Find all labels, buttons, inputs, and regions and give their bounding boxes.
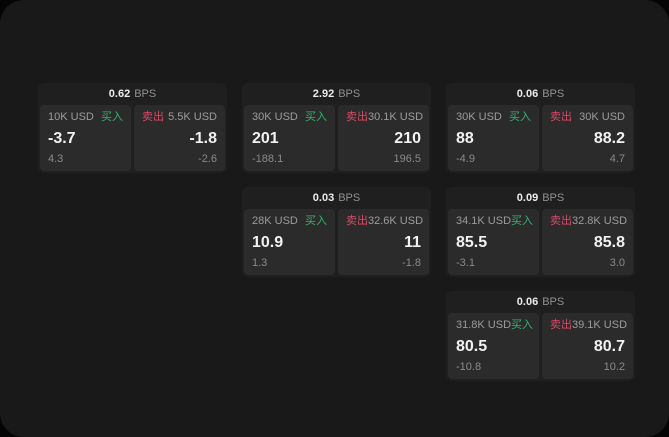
card-header: 0.06 BPS (446, 83, 635, 105)
sell-price: 80.7 (593, 337, 625, 355)
sell-sub-value: -2.6 (198, 153, 217, 165)
sell-panel[interactable]: 卖出 5.5K USD -1.8 -2.6 (134, 105, 225, 171)
sell-sub-value: 10.2 (603, 361, 625, 373)
sell-label: 卖出 (550, 215, 572, 227)
buy-sub-value: -10.8 (456, 361, 482, 373)
buy-sub-value: 4.3 (48, 153, 64, 165)
sell-sub-value: 196.5 (393, 153, 421, 165)
quote-panels: 10K USD 买入 -3.7 4.3 卖出 5.5K USD -1.8 -2.… (38, 105, 227, 173)
quote-panels: 30K USD 买入 88 -4.9 卖出 30K USD 88.2 4.7 (446, 105, 635, 173)
sell-label: 卖出 (142, 111, 164, 123)
buy-price: 85.5 (456, 233, 488, 251)
quote-card: 0.03 BPS 28K USD 买入 10.9 1.3 卖出 32.6K US… (242, 187, 431, 277)
bps-unit-label: BPS (338, 87, 361, 100)
buy-panel[interactable]: 34.1K USD 买入 85.5 -3.1 (448, 209, 539, 275)
quote-card: 0.09 BPS 34.1K USD 买入 85.5 -3.1 卖出 32.8K… (446, 187, 635, 277)
buy-label: 买入 (305, 111, 327, 123)
bps-value: 0.06 (516, 295, 539, 308)
bps-value: 2.92 (312, 87, 335, 100)
buy-size: 30K USD (252, 111, 298, 123)
buy-price: 10.9 (252, 233, 284, 251)
sell-size: 5.5K USD (168, 111, 217, 123)
buy-panel[interactable]: 30K USD 买入 88 -4.9 (448, 105, 539, 171)
buy-sub-value: -4.9 (456, 153, 475, 165)
bps-value: 0.62 (108, 87, 131, 100)
buy-price: 80.5 (456, 337, 488, 355)
sell-sub-value: 3.0 (609, 257, 625, 269)
quote-card: 0.06 BPS 30K USD 买入 88 -4.9 卖出 30K USD (446, 83, 635, 173)
buy-panel[interactable]: 30K USD 买入 201 -188.1 (244, 105, 335, 171)
buy-size: 31.8K USD (456, 319, 512, 331)
quote-card: 0.06 BPS 31.8K USD 买入 80.5 -10.8 卖出 39.1… (446, 291, 635, 381)
buy-sub-value: -3.1 (456, 257, 475, 269)
buy-sub-value: 1.3 (252, 257, 268, 269)
sell-label: 卖出 (550, 111, 572, 123)
buy-price: 88 (456, 129, 474, 147)
card-header: 0.62 BPS (38, 83, 227, 105)
bps-value: 0.03 (312, 191, 335, 204)
quote-card: 0.62 BPS 10K USD 买入 -3.7 4.3 卖出 5.5K USD (38, 83, 227, 173)
bps-unit-label: BPS (542, 191, 565, 204)
quote-panels: 34.1K USD 买入 85.5 -3.1 卖出 32.8K USD 85.8… (446, 209, 635, 277)
sell-label: 卖出 (346, 215, 368, 227)
buy-size: 10K USD (48, 111, 94, 123)
buy-label: 买入 (509, 111, 531, 123)
sell-size: 39.1K USD (572, 319, 628, 331)
buy-price: -3.7 (48, 129, 76, 147)
sell-price: 11 (404, 233, 421, 251)
buy-size: 30K USD (456, 111, 502, 123)
sell-panel[interactable]: 卖出 32.8K USD 85.8 3.0 (542, 209, 633, 275)
card-header: 0.03 BPS (242, 187, 431, 209)
quote-panels: 30K USD 买入 201 -188.1 卖出 30.1K USD 210 1… (242, 105, 431, 173)
buy-label: 买入 (511, 319, 534, 331)
sell-price: -1.8 (189, 129, 217, 147)
buy-panel[interactable]: 28K USD 买入 10.9 1.3 (244, 209, 335, 275)
sell-sub-value: -1.8 (402, 257, 421, 269)
sell-size: 32.6K USD (368, 215, 424, 227)
sell-panel[interactable]: 卖出 30K USD 88.2 4.7 (542, 105, 633, 171)
buy-size: 28K USD (252, 215, 298, 227)
card-header: 0.09 BPS (446, 187, 635, 209)
sell-panel[interactable]: 卖出 32.6K USD 11 -1.8 (338, 209, 429, 275)
quote-panels: 28K USD 买入 10.9 1.3 卖出 32.6K USD 11 -1.8 (242, 209, 431, 277)
buy-label: 买入 (511, 215, 534, 227)
sell-price: 88.2 (593, 129, 625, 147)
sell-sub-value: 4.7 (609, 153, 625, 165)
bps-unit-label: BPS (542, 295, 565, 308)
buy-price: 201 (252, 129, 279, 147)
sell-label: 卖出 (550, 319, 572, 331)
bps-value: 0.06 (516, 87, 539, 100)
buy-label: 买入 (305, 215, 327, 227)
sell-panel[interactable]: 卖出 39.1K USD 80.7 10.2 (542, 313, 633, 379)
sell-price: 210 (394, 129, 421, 147)
bps-unit-label: BPS (542, 87, 565, 100)
bps-value: 0.09 (516, 191, 539, 204)
quote-card: 2.92 BPS 30K USD 买入 201 -188.1 卖出 30.1K … (242, 83, 431, 173)
quote-panels: 31.8K USD 买入 80.5 -10.8 卖出 39.1K USD 80.… (446, 313, 635, 381)
sell-size: 30.1K USD (368, 111, 424, 123)
buy-size: 34.1K USD (456, 215, 512, 227)
buy-panel[interactable]: 10K USD 买入 -3.7 4.3 (40, 105, 131, 171)
card-header: 2.92 BPS (242, 83, 431, 105)
card-header: 0.06 BPS (446, 291, 635, 313)
buy-panel[interactable]: 31.8K USD 买入 80.5 -10.8 (448, 313, 539, 379)
sell-size: 32.8K USD (572, 215, 628, 227)
sell-price: 85.8 (593, 233, 625, 251)
sell-panel[interactable]: 卖出 30.1K USD 210 196.5 (338, 105, 429, 171)
sell-size: 30K USD (579, 111, 625, 123)
sell-label: 卖出 (346, 111, 368, 123)
bps-unit-label: BPS (134, 87, 157, 100)
bps-unit-label: BPS (338, 191, 361, 204)
buy-sub-value: -188.1 (252, 153, 284, 165)
buy-label: 买入 (101, 111, 123, 123)
